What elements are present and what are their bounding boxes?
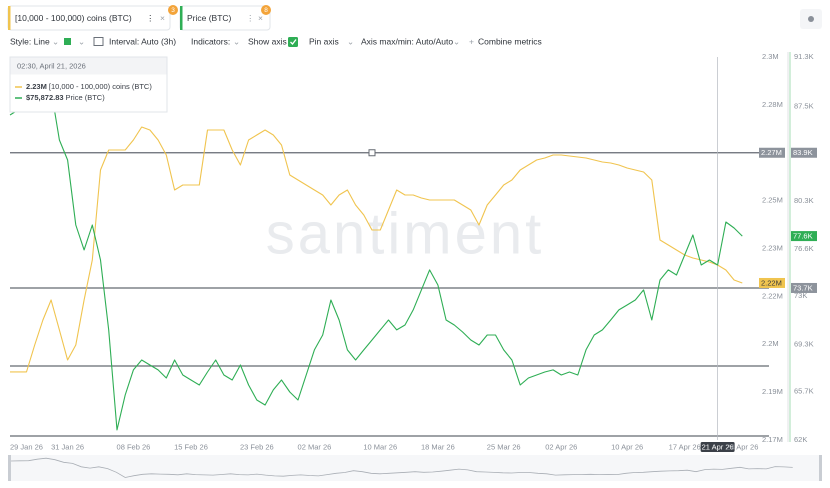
tooltip-value: 2.23M <box>26 82 47 91</box>
y-tick-label: 2.19M <box>762 387 783 396</box>
show-axis-checkbox[interactable] <box>288 37 298 47</box>
y2-tick-label: 62K <box>794 435 807 444</box>
metric-tab[interactable]: [10,000 - 100,000) coins (BTC) ⋮ × <box>7 5 171 31</box>
tab-badge <box>168 5 178 15</box>
y-tick-label: 2.23M <box>762 243 783 252</box>
tab-badge-text: 8 <box>264 7 268 14</box>
tooltip-label: [10,000 - 100,000) coins (BTC) <box>49 82 152 91</box>
line-label: 73.7K <box>793 283 813 292</box>
indicators-select[interactable]: Indicators: <box>191 36 230 46</box>
plus-icon: + <box>469 36 474 46</box>
line-label: 83.9K <box>793 148 813 157</box>
tooltip: 02:30, April 21, 2026 2.23M [10,000 - 100,… <box>9 56 168 113</box>
x-tick-label: 25 Mar 26 <box>487 442 521 451</box>
tab-color <box>180 6 183 30</box>
tooltip-label: Price (BTC) <box>66 93 106 102</box>
style-select[interactable]: Style: Line <box>10 36 50 46</box>
axis-minmax-select[interactable]: Axis max/min: Auto/Auto <box>361 36 453 46</box>
chevron: ⌄ <box>453 36 460 46</box>
chevron: ⌄ <box>78 36 85 46</box>
y-tick-label: 2.17M <box>762 435 783 444</box>
last-value-box <box>791 231 817 242</box>
last-value-label: 77.6K <box>793 232 813 241</box>
navigator-line <box>10 457 793 478</box>
navigator[interactable] <box>8 455 822 481</box>
tab-menu[interactable]: ⋮ <box>246 13 255 23</box>
y-tick-label: 2.25M <box>762 196 783 205</box>
tab-label[interactable]: Price (BTC) <box>187 13 232 23</box>
x-tick-label: 29 Jan 26 <box>10 442 43 451</box>
metric-tab[interactable]: Price (BTC) ⋮ × <box>179 5 271 31</box>
x-tick-label: 23 Feb 26 <box>240 442 274 451</box>
last-value-box <box>759 277 785 288</box>
x-label-highlight <box>700 442 735 452</box>
line-label-box <box>791 147 817 158</box>
theme-icon <box>808 16 814 22</box>
y-tick-label: 2.2M <box>762 339 779 348</box>
y-tick-label: 2.28M <box>762 100 783 109</box>
line-handle <box>368 149 376 157</box>
tab-close[interactable]: × <box>160 13 165 23</box>
check-icon <box>290 39 297 45</box>
chevron: ⌄ <box>233 36 240 46</box>
pin-axis-label[interactable]: Pin axis <box>309 36 339 46</box>
tooltip-row: $75,872.83 Price (BTC) <box>26 93 105 102</box>
y2-tick-label: 80.3K <box>794 196 814 205</box>
navigator-handle[interactable] <box>819 455 822 481</box>
tooltip-row: 2.23M [10,000 - 100,000) coins (BTC) <box>26 82 152 91</box>
x-tick-label: 31 Jan 26 <box>51 442 84 451</box>
y2-tick-label: 65.7K <box>794 387 814 396</box>
show-axis-label[interactable]: Show axis <box>248 36 287 46</box>
watermark: santiment <box>266 201 544 266</box>
chevron: ⌄ <box>347 36 354 46</box>
chevron: ⌄ <box>52 36 59 46</box>
line-label-box <box>759 147 785 158</box>
y2-tick-label: 73K <box>794 291 807 300</box>
y2-tick-label: 69.3K <box>794 340 814 349</box>
x-tick-label: 15 Feb 26 <box>174 442 208 451</box>
navigator-handle[interactable] <box>8 455 11 481</box>
tooltip-value: $75,872.83 <box>26 93 64 102</box>
tab-color <box>8 6 11 30</box>
series-line <box>9 59 743 431</box>
last-value-label: 2.22M <box>761 278 782 287</box>
tab-close[interactable]: × <box>258 13 263 23</box>
x-tick-label: 17 Apr 26 <box>669 442 701 451</box>
x-tick-label: 02 Mar 26 <box>298 442 332 451</box>
tab-badge <box>261 5 271 15</box>
y2-tick-label: 87.5K <box>794 102 814 111</box>
y-tick-label: 2.22M <box>762 291 783 300</box>
interval-select[interactable]: Interval: Auto (3h) <box>109 36 176 46</box>
tab-menu[interactable]: ⋮ <box>146 13 155 23</box>
y-tick-label: 2.3M <box>762 52 779 61</box>
y2-tick-label: 91.3K <box>794 52 814 61</box>
line-label: 2.27M <box>761 148 782 157</box>
x-tick-label: 10 Apr 26 <box>611 442 643 451</box>
series-line <box>10 126 743 373</box>
x-tick-label: 10 Mar 26 <box>363 442 397 451</box>
y2-tick-label: 76.6K <box>794 244 814 253</box>
combine-metrics[interactable]: Combine metrics <box>478 36 542 46</box>
tab-badge-text: 3 <box>171 7 175 14</box>
x-tick-label: 08 Feb 26 <box>117 442 151 451</box>
x-tick-label: 18 Mar 26 <box>421 442 455 451</box>
color-swatch[interactable] <box>64 38 71 45</box>
x-tick-label: 21 Apr 26 <box>702 442 734 451</box>
x-tick-label: 02 Apr 26 <box>545 442 577 451</box>
line-label-box <box>791 282 817 293</box>
plot: 2.17M 2.19M 2.2M 2.22M 2.23M 2.25M 2.27M 2.28M 2… <box>9 52 817 478</box>
x-tick-label: 24 Apr 26 <box>726 442 758 451</box>
calendar-icon <box>93 37 104 46</box>
tooltip-title: 02:30, April 21, 2026 <box>17 61 86 70</box>
tooltip-header <box>10 57 167 75</box>
tab-label[interactable]: [10,000 - 100,000) coins (BTC) <box>15 13 132 23</box>
